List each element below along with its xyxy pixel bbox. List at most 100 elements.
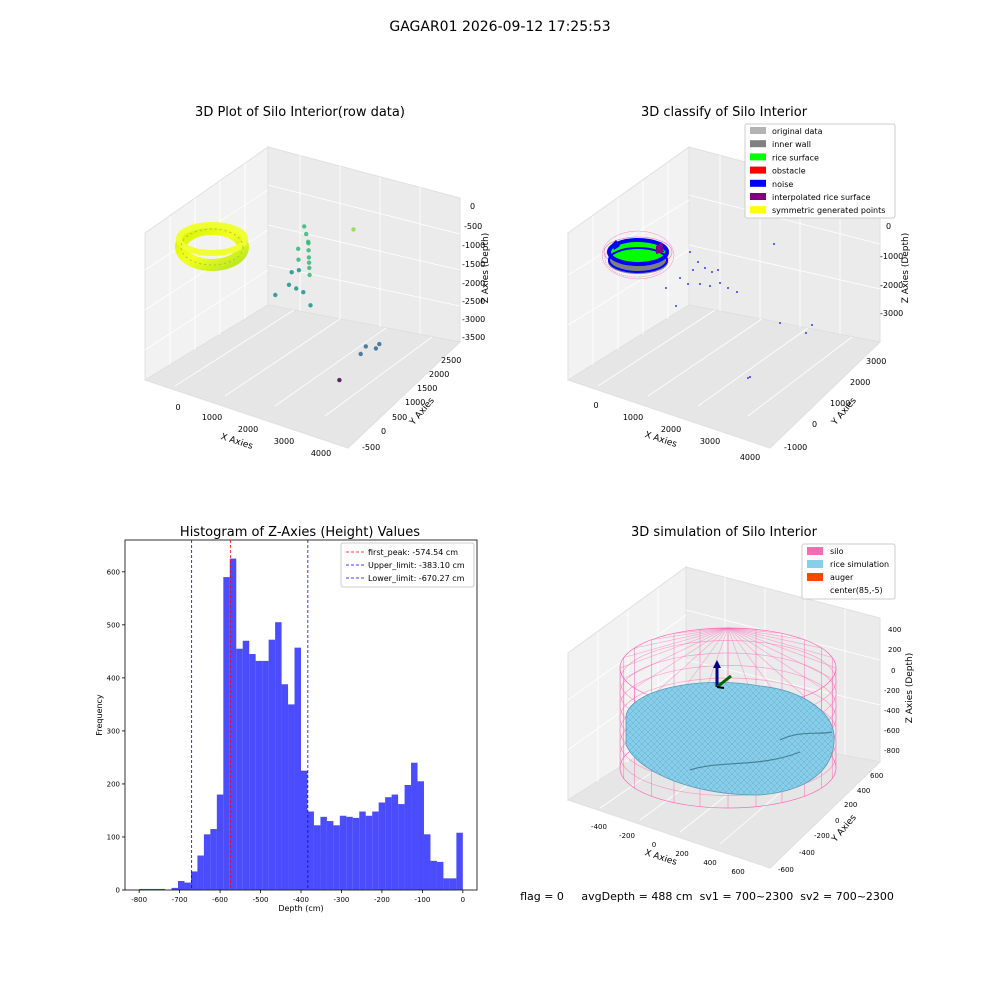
raw-y-tick: 2500: [441, 356, 461, 365]
cls-x-tick: 4000: [740, 453, 760, 462]
hist-bar: [197, 855, 204, 890]
raw-data-point: [294, 286, 299, 291]
hist-legend-label: Upper_limit: -383.10 cm: [368, 561, 465, 570]
raw-data-point: [307, 272, 312, 278]
hist-y-tick: 600: [107, 568, 120, 576]
sim-legend-swatch: [807, 573, 823, 581]
noise-point: [805, 332, 807, 334]
raw-data-point: [306, 248, 311, 253]
sim-z-tick: -400: [884, 707, 900, 715]
cls-legend-box: [744, 123, 896, 219]
raw-scatter-points: [273, 224, 382, 383]
cls-pane-floor: [566, 304, 882, 449]
raw-data-point: [306, 241, 311, 246]
raw-y-tick: 1500: [417, 384, 437, 393]
sim-legend-swatch: [807, 547, 823, 555]
cls-legend-swatch: [750, 127, 766, 134]
cls-x-ticks: 0 1000 2000 3000 4000: [593, 401, 760, 462]
sim-x-ticks: -400 -200 0 200 400 600: [591, 823, 745, 876]
noise-point: [736, 291, 738, 293]
cls-legend-label: symmetric generated points: [772, 206, 885, 215]
cls-legend-swatch: [750, 193, 766, 200]
cls-y-tick: 2000: [850, 378, 870, 387]
sim-center-marker: [713, 660, 732, 689]
cls-noise-points: [665, 243, 813, 379]
hist-bar: [326, 821, 334, 890]
noise-point: [727, 287, 729, 289]
raw-z-tick: -500: [464, 222, 482, 231]
hist-bar: [242, 640, 250, 890]
sim-z-label: Z Axies (Depth): [905, 653, 915, 724]
hist-bar: [171, 887, 178, 890]
silo-roof-spoke: [727, 627, 822, 689]
raw-x-ticks: 0 1000 2000 3000 4000: [175, 403, 331, 458]
hist-bar: [346, 816, 353, 890]
hist-bar: [449, 878, 457, 890]
panel-raw-3d: 3D Plot of Silo Interior(row data) 0 100…: [143, 105, 491, 458]
sim-y-tick: -600: [778, 866, 794, 874]
hist-legend: first_peak: -574.54 cm Upper_limit: -383.…: [340, 542, 475, 588]
noise-point: [699, 283, 701, 285]
hist-bar: [385, 797, 392, 890]
raw-y-tick: 1000: [405, 398, 425, 407]
hist-bar: [281, 684, 289, 890]
sim-z-tick: 200: [888, 646, 901, 654]
hist-bar: [249, 654, 256, 890]
panel-histogram: Histogram of Z-Axies (Height) Values -80…: [95, 525, 478, 913]
cls-legend-swatch: [750, 206, 766, 214]
cls-legend-swatch: [750, 179, 766, 187]
raw-x-tick: 1000: [202, 413, 222, 422]
sim-legend-label: auger: [830, 573, 854, 582]
sim-z-tick: 400: [888, 626, 901, 634]
sim-y-label: Y Axies: [830, 813, 859, 845]
raw-data-point: [273, 292, 278, 298]
silo-roof-spoke: [727, 627, 833, 679]
hist-bar: [378, 802, 386, 890]
sim-z-ticks: 400 200 0 -200 -400 -600 -800: [884, 626, 901, 755]
hist-x-tick: -600: [212, 896, 228, 904]
hist-bar: [443, 878, 450, 890]
raw-data-point: [296, 268, 302, 273]
hist-x-tick: -400: [293, 896, 309, 904]
sim-rice-surface: [625, 681, 835, 796]
cls-grid: [567, 155, 881, 417]
hist-legend-label: Lower_limit: -670.27 cm: [368, 574, 465, 583]
hist-bar: [223, 577, 230, 890]
noise-point: [689, 251, 691, 253]
cls-legend-label: rice surface: [772, 153, 819, 162]
cls-z-ticks: 0 -1000 -2000 -3000: [880, 222, 903, 318]
raw-y-tick: 0: [381, 427, 386, 436]
hist-bar: [436, 861, 444, 890]
cls-z-tick: -1000: [880, 252, 903, 261]
hist-bar: [229, 558, 237, 890]
sim-y-tick: 400: [857, 787, 870, 795]
noise-point: [704, 267, 706, 269]
cls-x-tick: 0: [593, 401, 598, 410]
raw-data-point: [302, 224, 307, 229]
cls-x-tick: 3000: [700, 437, 720, 446]
hist-bar: [262, 660, 269, 890]
raw-y-ticks: -500 0 500 1000 1500 2000 2500: [362, 356, 461, 452]
hist-bar: [184, 882, 191, 890]
sim-legend-entries: silo rice simulation auger center(85,-5): [807, 547, 889, 595]
sim-y-tick: 200: [844, 801, 857, 809]
hist-x-tick: -200: [374, 896, 390, 904]
sim-legend-swatch: [807, 560, 823, 568]
hist-bar: [236, 648, 243, 890]
cls-silo-cylinder: [601, 230, 675, 280]
raw-data-point: [306, 255, 312, 260]
hist-bar: [255, 660, 263, 890]
sim-z-tick: -800: [884, 747, 900, 755]
panel-sim-title: 3D simulation of Silo Interior: [631, 525, 818, 540]
noise-point: [697, 261, 699, 263]
cls-z-label: Z Axies (Depth): [901, 233, 911, 304]
cls-z-tick: -2000: [880, 281, 903, 290]
hist-x-tick: -300: [334, 896, 350, 904]
raw-x-tick: 4000: [311, 449, 331, 458]
hist-x-tick: 0: [461, 896, 465, 904]
sim-x-tick: 0: [652, 841, 656, 849]
hist-y-tick: 200: [107, 780, 120, 788]
raw-data-point: [286, 282, 292, 287]
sim-y-tick: -400: [799, 849, 815, 857]
